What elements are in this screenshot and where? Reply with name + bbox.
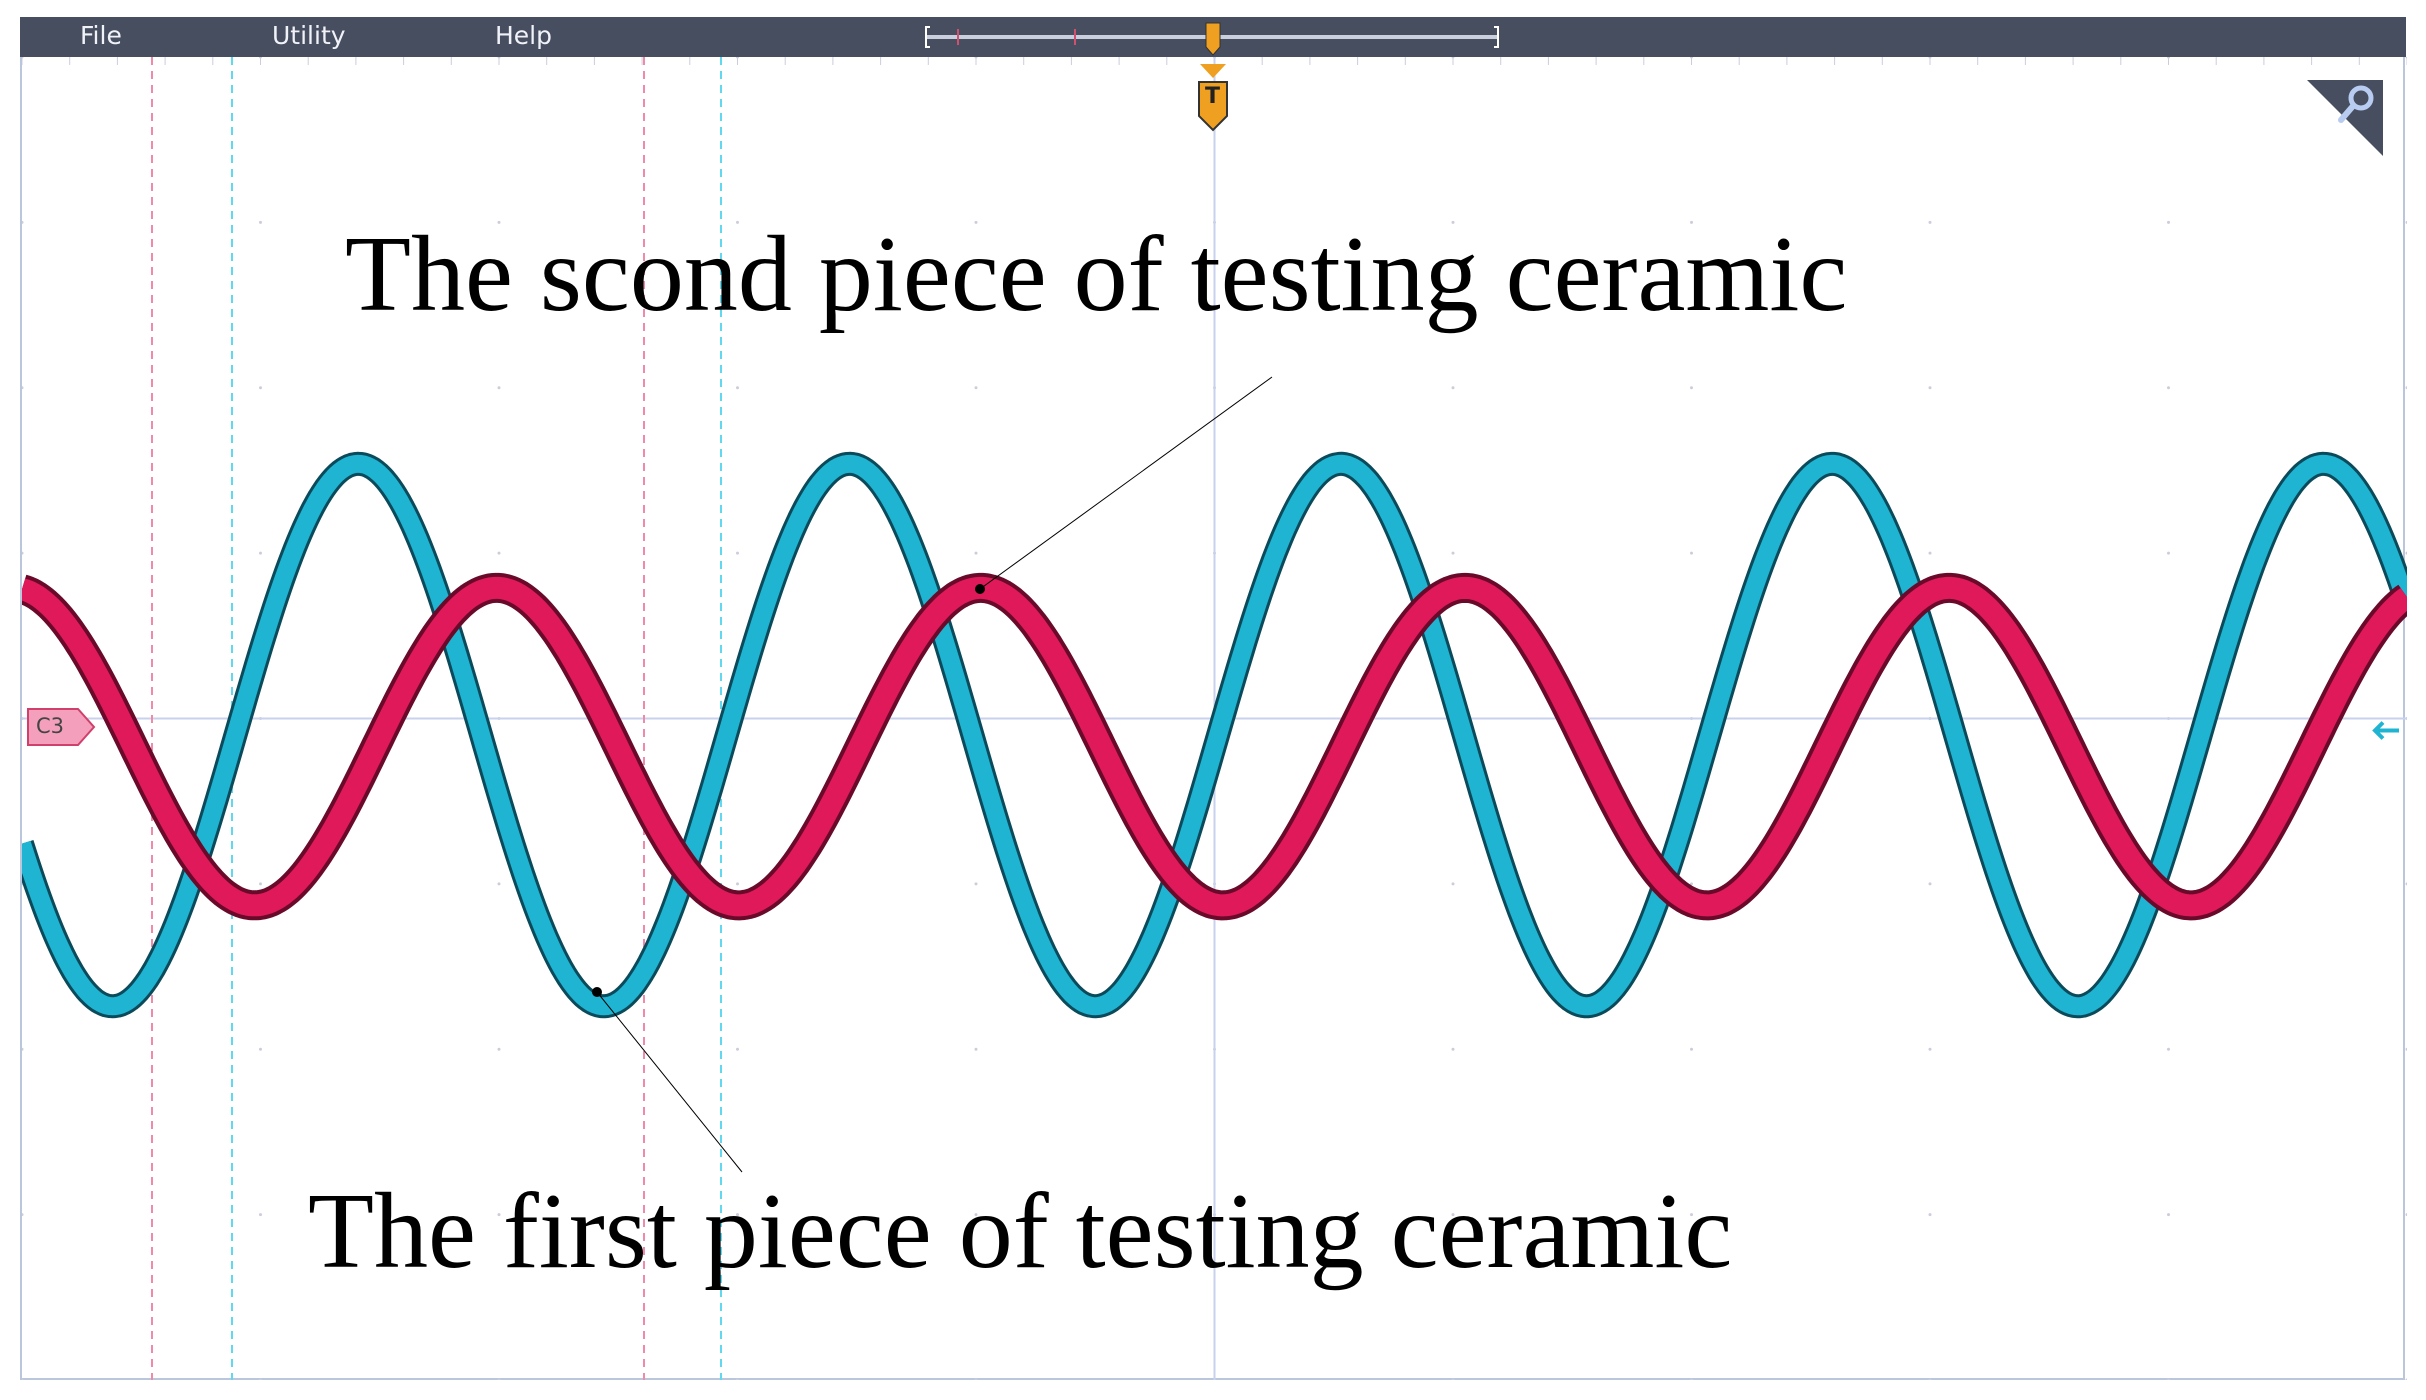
annotation-second-piece: The scond piece of testing ceramic [345,215,1848,334]
grid-dot [1690,386,1693,390]
menu-bar: File Utility Help [20,17,2406,57]
grid-dot [974,386,978,390]
grid-dot [497,882,501,886]
grid-dot [259,882,262,886]
grid-dot [974,1047,978,1051]
menu-file[interactable]: File [80,21,122,50]
grid-dot [22,1378,24,1380]
grid-dot [259,551,262,555]
grid-dot [1928,882,1932,886]
grid-dot [497,220,501,224]
grid-dot [1451,1213,1455,1217]
grid-dot [974,220,978,224]
grid-dot [1690,882,1693,886]
grid-dot [1928,551,1932,555]
channel-marker[interactable]: C3 [26,707,96,747]
grid-dot [2167,551,2170,555]
grid-dot [22,551,24,555]
grid-dot [1690,1213,1693,1217]
grid-dot [974,1213,978,1217]
grid-dot [1690,1378,1693,1380]
grid-dot [736,551,739,555]
grid-dot [259,1213,262,1217]
timeline-trigger-icon [1205,22,1221,56]
grid-dot [259,220,262,224]
annotation-dot-red [975,584,985,594]
grid-dot [1690,1047,1693,1051]
grid-dot [1451,386,1455,390]
grid-dot [974,1378,978,1380]
grid-dot [2167,1378,2170,1380]
grid-dot [497,1047,501,1051]
grid-dot [1928,1047,1932,1051]
trigger-marker[interactable]: T [1196,64,1230,132]
menu-utility[interactable]: Utility [272,21,346,50]
annotation-pointer-red [979,376,1273,590]
grid-dot [2405,386,2407,390]
grid-dot [2405,1378,2407,1380]
grid-dot [1451,882,1455,886]
grid-dot [1928,220,1932,224]
grid-dot [2167,1213,2170,1217]
grid-dot [22,386,24,390]
grid-dot [2405,1213,2407,1217]
grid-dot [497,386,501,390]
grid-dot [259,1047,262,1051]
grid-dot [259,1378,262,1380]
zoom-button[interactable] [2305,78,2385,158]
timeline-overview[interactable] [20,17,2406,57]
grid-dot [736,1047,739,1051]
annotation-dot-cyan [592,987,602,997]
grid-dot [1928,386,1932,390]
grid-dot [497,1378,501,1380]
trace-red [22,576,2407,917]
channel-label: C3 [36,714,65,738]
annotation-first-piece: The first piece of testing ceramic [308,1172,1733,1291]
grid-dot [22,220,24,224]
grid-dot [497,551,501,555]
grid-dot [2167,220,2170,224]
grid-dot [2167,386,2170,390]
grid-dot [1690,551,1693,555]
grid-dot [736,220,739,224]
grid-dot [736,882,739,886]
trace-cyan [22,454,2407,1016]
grid-dot [736,1213,739,1217]
grid-dot [974,882,978,886]
grid-dot [22,1213,24,1217]
grid-dot [2405,882,2407,886]
grid-dot [2405,551,2407,555]
grid-dot [1928,1378,1932,1380]
grid-dot [1451,1047,1455,1051]
waveform-chart [22,57,2407,1380]
grid-dot [736,1378,739,1380]
grid-dot [2167,1047,2170,1051]
grid-dot [2405,1047,2407,1051]
grid-dot [736,386,739,390]
cyan-offset-arrow-icon [2372,721,2399,740]
menu-help[interactable]: Help [495,21,552,50]
grid-dot [974,551,978,555]
trigger-label: T [1205,84,1221,109]
grid-dot [22,1047,24,1051]
grid-dot [1451,220,1455,224]
grid-dot [1451,551,1455,555]
annotation-pointer-cyan [596,991,743,1173]
waveform-display[interactable] [20,57,2407,1380]
grid-dot [259,386,262,390]
grid-dot [1690,220,1693,224]
grid-dot [2405,220,2407,224]
grid-dot [497,1213,501,1217]
magnifier-icon [2348,85,2374,111]
grid-dot [1451,1378,1455,1380]
grid-dot [1928,1213,1932,1217]
